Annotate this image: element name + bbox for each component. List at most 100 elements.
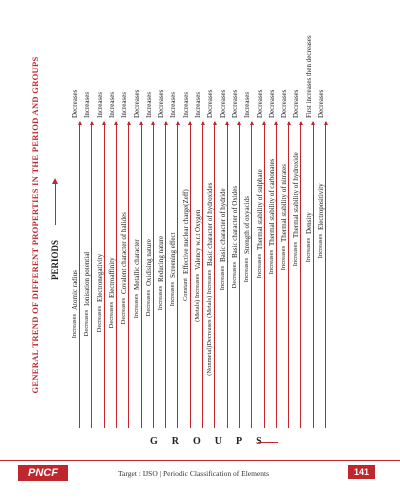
group-trend: Decreases — [95, 306, 103, 333]
period-trend: Decreases — [71, 89, 79, 118]
group-trend: Increases — [243, 258, 251, 283]
period-trend: Increases — [144, 91, 153, 118]
period-trend: Decreases — [218, 89, 227, 118]
title: GENERAL TREND OF DIFFERENT PROPERTIES IN… — [30, 56, 40, 394]
property-name: Thermal stability of carbonates — [267, 156, 276, 246]
property-name: Thermal stability of nitrates — [280, 162, 289, 242]
period-trend: Decreases — [132, 89, 141, 118]
footer: PNCF Target : IJSO | Periodic Classifica… — [0, 460, 400, 483]
property-name: Metallic character — [132, 237, 141, 290]
period-trend: Decreases — [255, 89, 264, 118]
trend-line — [288, 122, 290, 428]
property-row: (Metals) Increases Valency w.r.t Oxygen In… — [193, 20, 205, 430]
property-name: Electropositivity — [317, 181, 325, 230]
property-name: Covalent character of halides — [120, 210, 129, 294]
property-row: Decreases Electronegativity Increases — [95, 20, 107, 430]
group-trend: Increases — [304, 238, 312, 263]
property-row: Increases Metallic character Decreases — [132, 20, 144, 430]
property-name: Reducing nature — [157, 233, 166, 282]
trend-line — [325, 122, 326, 428]
period-trend: Increases — [83, 91, 92, 118]
group-trend: Increases — [267, 250, 275, 275]
trend-line — [300, 122, 302, 428]
trend-line — [79, 122, 80, 428]
group-trend: Increases — [71, 314, 78, 339]
property-row: Increases Thermal stability of hydroxide D… — [291, 20, 303, 430]
period-trend: Decreases — [206, 89, 215, 118]
period-trend: Decreases — [157, 89, 166, 118]
property-name: Strength of oxyacids — [243, 194, 252, 254]
group-trend: Increases — [169, 282, 177, 307]
group-trend: Decreases — [144, 290, 152, 317]
period-trend: Decreases — [267, 89, 276, 118]
trend-line — [226, 122, 228, 428]
property-row: Decreases Covalent character of halides In… — [119, 20, 131, 430]
group-trend: Decreases — [230, 262, 238, 289]
property-name: Valency w.r.t Oxygen — [194, 207, 202, 270]
periods-arrow — [55, 180, 56, 225]
property-row: Increases Thermal stability of sulphate De… — [255, 20, 267, 430]
period-trend: Increases — [120, 91, 129, 118]
period-trend: Decreases — [230, 89, 239, 118]
group-trend: Constant — [181, 278, 189, 302]
trend-line — [115, 122, 117, 428]
property-row: Decreases Ionisation potential Increases — [82, 20, 94, 430]
trend-line — [91, 122, 93, 428]
trend-line — [177, 122, 179, 428]
group-trend: Decreases — [120, 298, 128, 325]
group-trend: Increases — [218, 266, 226, 291]
group-trend: Increases — [292, 242, 300, 267]
property-name: Screening effect — [169, 230, 178, 278]
property-name: Basic character of Oxides — [230, 183, 239, 258]
group-trend: (Metals) Increases — [194, 274, 201, 322]
trend-line — [312, 122, 314, 428]
property-row: Constant Effective nuclear charge(Zeff) In… — [181, 20, 193, 430]
trend-line — [140, 122, 142, 428]
property-row: Increases Electropositivity Decreases — [316, 20, 328, 430]
trend-line — [189, 122, 191, 428]
property-name: Electroaffinity — [107, 255, 116, 298]
rotated-table: GENERAL TREND OF DIFFERENT PROPERTIES IN… — [30, 20, 330, 430]
property-row: Increases Strength of oxyacids Increases — [242, 20, 254, 430]
footer-text: Target : IJSO | Periodic Classification … — [118, 469, 270, 478]
property-row: Decreases Electroaffinity Increases — [107, 20, 119, 430]
group-trend: Increases — [280, 246, 288, 271]
trend-line — [238, 122, 240, 428]
trend-line — [202, 122, 203, 428]
property-name: Thermal stability of sulphate — [255, 167, 264, 250]
period-trend: Increases — [107, 91, 116, 118]
groups-arrow — [258, 442, 278, 443]
group-trend: Increases — [157, 286, 165, 311]
property-row: Decreases Basic character of Oxides Decrea… — [230, 20, 242, 430]
property-row: Increases Thermal stability of nitrates De… — [279, 20, 291, 430]
property-row: Increases Reducing nature Decreases — [156, 20, 168, 430]
trend-line — [128, 122, 130, 428]
trend-line — [214, 122, 216, 428]
page-number: 141 — [348, 465, 376, 479]
period-trend: First increases then decreases — [304, 35, 313, 118]
period-trend: Decreases — [317, 89, 325, 118]
group-trend: Increases — [132, 294, 140, 319]
property-name: Basic character of hydroxides — [206, 180, 215, 266]
property-row: Increases Thermal stability of carbonates… — [267, 20, 279, 430]
property-name: Atomic radius — [71, 268, 79, 310]
property-name: Ionisation potential — [83, 249, 92, 306]
group-trend: Increases — [317, 234, 324, 259]
property-row: Decreases Oxidising nature Increases — [144, 20, 156, 430]
trend-line — [275, 122, 277, 428]
group-trend: (Nonmetal)Decreases (Metals) Increases — [206, 270, 214, 376]
property-name: Thermal stability of hydroxide — [292, 150, 301, 238]
property-row: Increases Density First increases then dec… — [304, 20, 316, 430]
period-trend: Increases — [243, 91, 252, 118]
period-trend: Decreases — [292, 89, 301, 118]
property-name: Electronegativity — [95, 251, 104, 302]
property-name: Oxidising nature — [144, 237, 153, 286]
period-trend: Increases — [169, 91, 178, 118]
trend-line — [103, 122, 105, 428]
group-trend: Increases — [255, 254, 263, 279]
property-name: Basic character of hydride — [218, 186, 227, 262]
property-row: (Nonmetal)Decreases (Metals) Increases Ba… — [205, 20, 217, 430]
property-name: Effective nuclear charge(Zeff) — [181, 187, 190, 274]
groups-label: GROUPS — [150, 436, 276, 447]
